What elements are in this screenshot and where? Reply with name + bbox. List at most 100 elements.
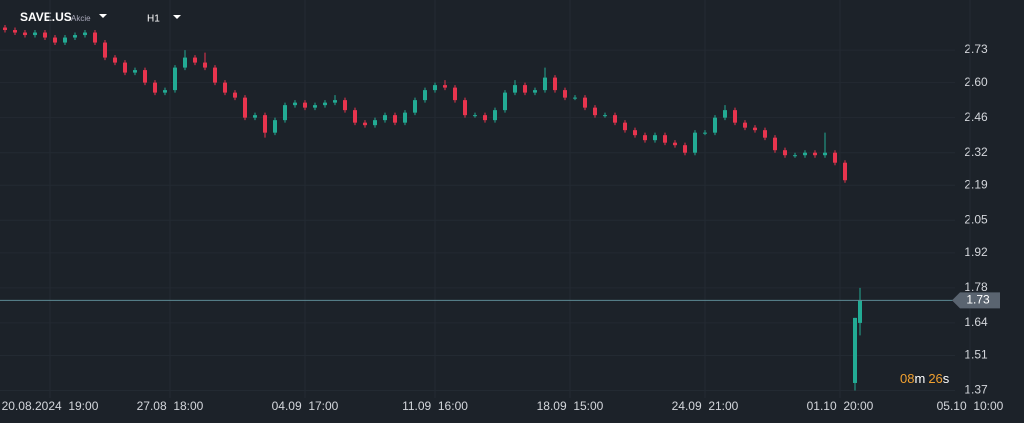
countdown-unit: s	[943, 371, 950, 386]
candle-body	[303, 102, 307, 108]
candle-body	[413, 100, 417, 113]
candle-body	[583, 97, 587, 108]
candle-body	[613, 115, 617, 123]
candle-body	[73, 35, 77, 38]
candle-body	[203, 62, 207, 68]
candle-body	[793, 155, 797, 157]
candle-body	[603, 115, 607, 117]
candle-body	[263, 115, 267, 133]
candle-body	[753, 127, 757, 131]
candle-body	[493, 110, 497, 121]
candle-body	[823, 152, 827, 156]
candle-body	[333, 100, 337, 103]
y-tick-label: 1.37	[964, 383, 988, 397]
candle-body	[683, 145, 687, 153]
symbol-dropdown[interactable]	[99, 14, 107, 18]
countdown-seconds: 26	[928, 371, 942, 386]
x-tick-label: 27.08 18:00	[137, 399, 204, 413]
candle-body	[473, 115, 477, 117]
candle-body	[233, 92, 237, 98]
candle-body	[593, 107, 597, 116]
x-tick-label: 04.09 17:00	[272, 399, 339, 413]
candle-body	[163, 90, 167, 93]
candle-body	[453, 87, 457, 101]
x-tick-label: 11.09 16:00	[402, 399, 468, 413]
y-tick-label: 2.60	[964, 75, 988, 89]
candle-body	[3, 27, 7, 31]
candle-body	[693, 132, 697, 153]
candle-body	[323, 102, 327, 106]
candle-body	[103, 42, 107, 58]
y-tick-label: 2.46	[964, 110, 988, 124]
candle-body	[653, 135, 657, 141]
candle-body	[273, 120, 277, 133]
candle-body	[743, 122, 747, 128]
candle-body	[13, 30, 17, 33]
countdown-minutes: 08	[900, 371, 914, 386]
candle-body	[643, 135, 647, 141]
candle-body	[93, 32, 97, 43]
candle-body	[313, 105, 317, 108]
candle-body	[363, 122, 367, 126]
timeframe[interactable]: H1	[147, 14, 160, 25]
candle-body	[283, 105, 287, 121]
candle-body	[83, 32, 87, 36]
candle-body	[253, 115, 257, 118]
candle-body	[223, 82, 227, 93]
candle-body	[433, 85, 437, 91]
candle-body	[633, 130, 637, 136]
candle-body	[623, 122, 627, 131]
timeframe-dropdown[interactable]	[173, 15, 181, 19]
candle-body	[123, 62, 127, 73]
x-tick-label: 24.09 21:00	[672, 399, 739, 413]
candle-body	[423, 90, 427, 101]
candle-body	[783, 150, 787, 156]
x-tick-label: 05.10 10:00	[937, 399, 1004, 413]
candle-body	[173, 67, 177, 91]
candle-body	[523, 85, 527, 93]
candle-body	[803, 152, 807, 156]
candle-body	[663, 135, 667, 143]
candle-body	[553, 77, 557, 91]
candle-body	[353, 110, 357, 123]
candle-body	[713, 117, 717, 133]
candle-body	[483, 115, 487, 121]
candle-body	[393, 115, 397, 123]
candle-body	[193, 57, 197, 63]
y-tick-label: 2.05	[964, 212, 988, 226]
candle-body	[723, 110, 727, 118]
y-tick-label: 1.92	[964, 245, 988, 259]
candle-body	[33, 32, 37, 36]
candle-body	[373, 120, 377, 126]
candle-body	[853, 317, 857, 383]
candle-body	[843, 162, 847, 181]
candle-body	[403, 112, 407, 123]
candle-body	[243, 97, 247, 118]
candle-body	[833, 152, 837, 163]
candle-body	[443, 85, 447, 88]
candle-body	[703, 132, 707, 134]
y-tick-label: 2.73	[964, 42, 988, 56]
candle-body	[153, 82, 157, 93]
candle-body	[858, 300, 862, 323]
candle-body	[213, 67, 217, 83]
y-tick-label: 2.32	[964, 145, 988, 159]
candle-body	[763, 130, 767, 138]
candle-body	[343, 100, 347, 111]
y-tick-label: 1.51	[964, 348, 988, 362]
candle-body	[513, 85, 517, 93]
candle-body	[43, 32, 47, 38]
candle-body	[543, 77, 547, 91]
candle-body	[293, 102, 297, 106]
x-tick-label: 20.08.2024 19:00	[2, 399, 99, 413]
candle-body	[463, 100, 467, 116]
candle-body	[503, 92, 507, 111]
instrument-type: Akcie	[71, 14, 91, 23]
y-tick-label: 1.64	[964, 315, 988, 329]
countdown: 08m 26s	[900, 371, 950, 386]
symbol[interactable]: SAVE.US	[20, 10, 72, 24]
candle-body	[183, 57, 187, 68]
candle-body	[133, 70, 137, 73]
